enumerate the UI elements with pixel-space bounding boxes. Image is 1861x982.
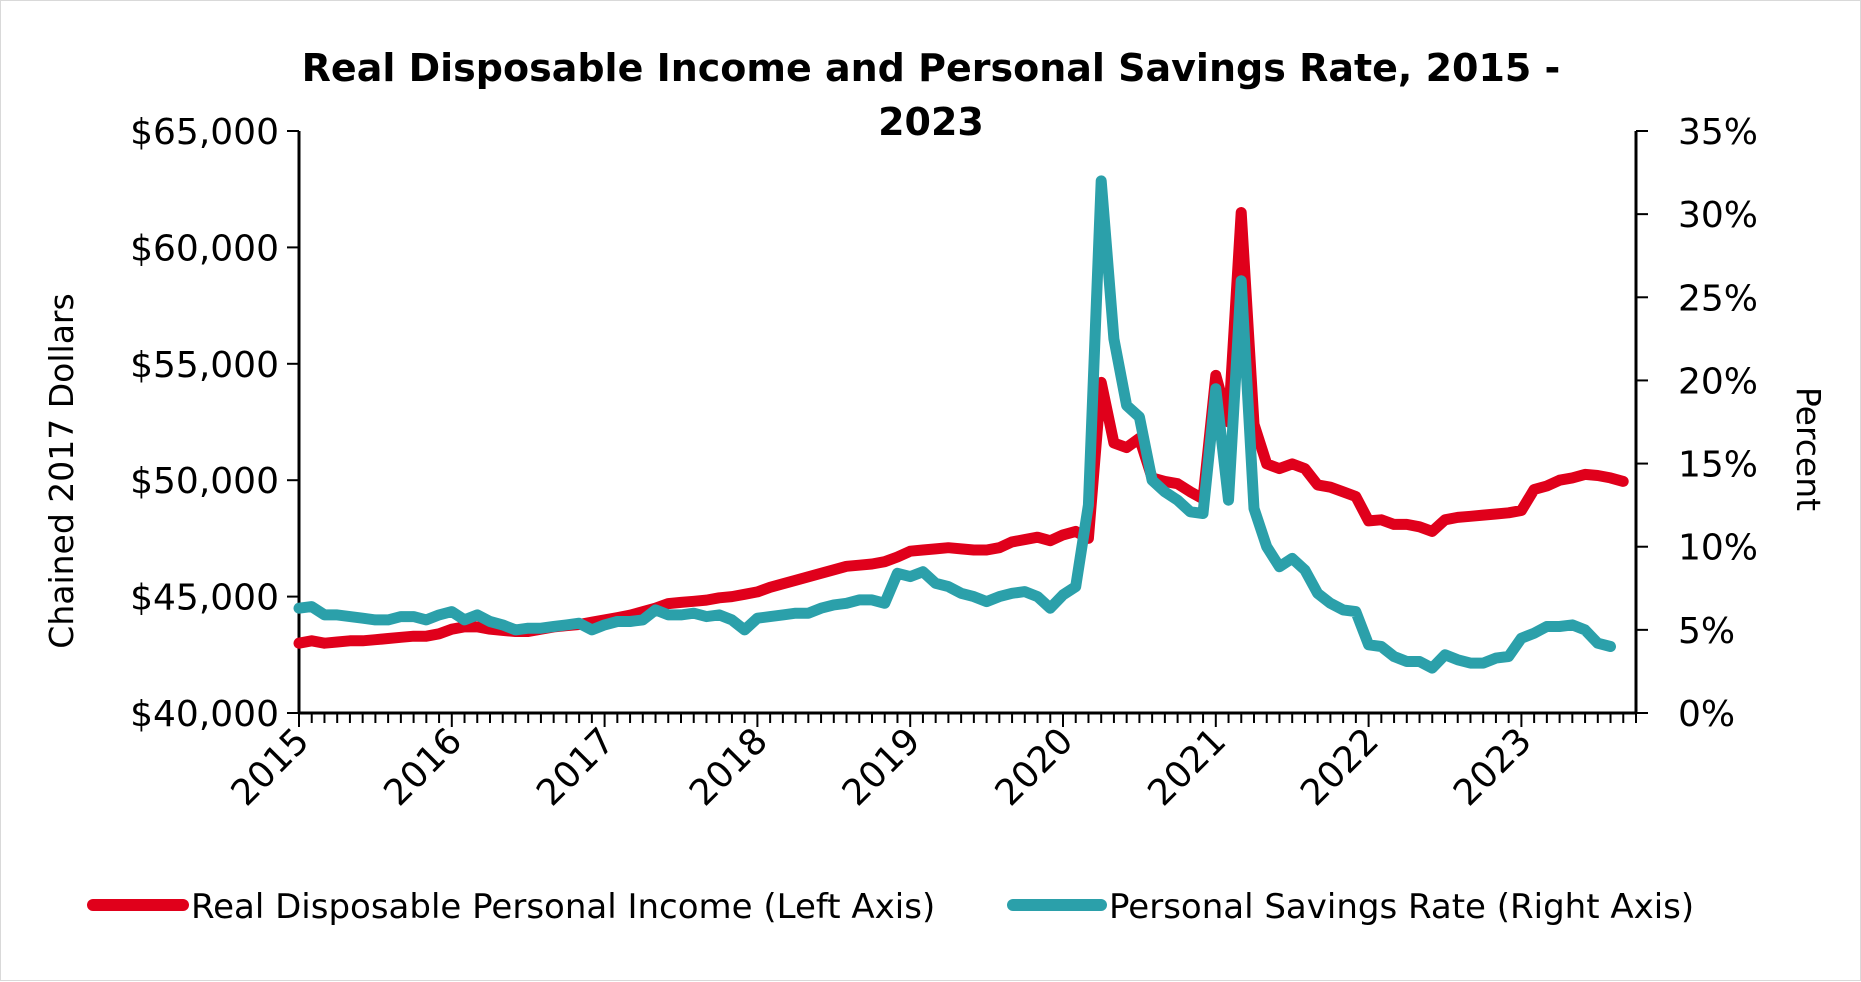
y-tick-label: $60,000	[130, 228, 279, 269]
x-axis-ticks: 2015 2016 2017 2018 2019 2020 2021 2022 2023	[224, 713, 1637, 814]
left-y-axis-title: Chained 2017 Dollars	[42, 293, 81, 648]
legend-label-savings: Personal Savings Rate (Right Axis)	[1109, 887, 1694, 927]
chart-title-line-2: 2023	[878, 100, 984, 144]
x-tick-label: 2021	[1140, 720, 1234, 814]
y-tick-label: $65,000	[130, 112, 279, 153]
series-line-savings-rate	[293, 175, 1616, 674]
x-tick-label: 2023	[1446, 720, 1540, 814]
right-y-axis-ticks: 0% 5% 10% 15% 20% 25% 30% 35%	[1636, 112, 1758, 735]
x-tick-label: 2016	[376, 720, 470, 814]
y2-tick-label: 25%	[1678, 278, 1758, 319]
y2-tick-label: 20%	[1678, 361, 1758, 402]
y2-tick-label: 35%	[1678, 112, 1758, 153]
x-tick-label: 2018	[682, 720, 776, 814]
y-tick-label: $40,000	[130, 694, 279, 735]
y2-tick-label: 10%	[1678, 528, 1758, 569]
chart-title-line-1: Real Disposable Income and Personal Savi…	[302, 46, 1561, 90]
legend-label-income: Real Disposable Personal Income (Left Ax…	[191, 887, 935, 927]
left-y-axis-ticks: $40,000 $45,000 $50,000 $55,000 $60,000 $65,0…	[130, 112, 299, 735]
y-tick-label: $50,000	[130, 461, 279, 502]
x-tick-label: 2022	[1293, 720, 1387, 814]
series-group	[293, 175, 1629, 674]
x-tick-label: 2020	[988, 720, 1082, 814]
series-line-income	[293, 207, 1629, 649]
y-tick-label: $45,000	[130, 578, 279, 619]
right-y-axis-title: Percent	[1789, 387, 1828, 511]
y2-tick-label: 30%	[1678, 195, 1758, 236]
y2-tick-label: 15%	[1678, 445, 1758, 486]
y-tick-label: $55,000	[130, 345, 279, 386]
y2-tick-label: 0%	[1678, 694, 1735, 735]
y2-tick-label: 5%	[1678, 611, 1735, 652]
legend: Real Disposable Personal Income (Left Ax…	[87, 887, 1694, 927]
x-tick-label: 2017	[529, 720, 623, 814]
x-tick-label: 2019	[835, 720, 929, 814]
axes-group	[297, 131, 1638, 715]
